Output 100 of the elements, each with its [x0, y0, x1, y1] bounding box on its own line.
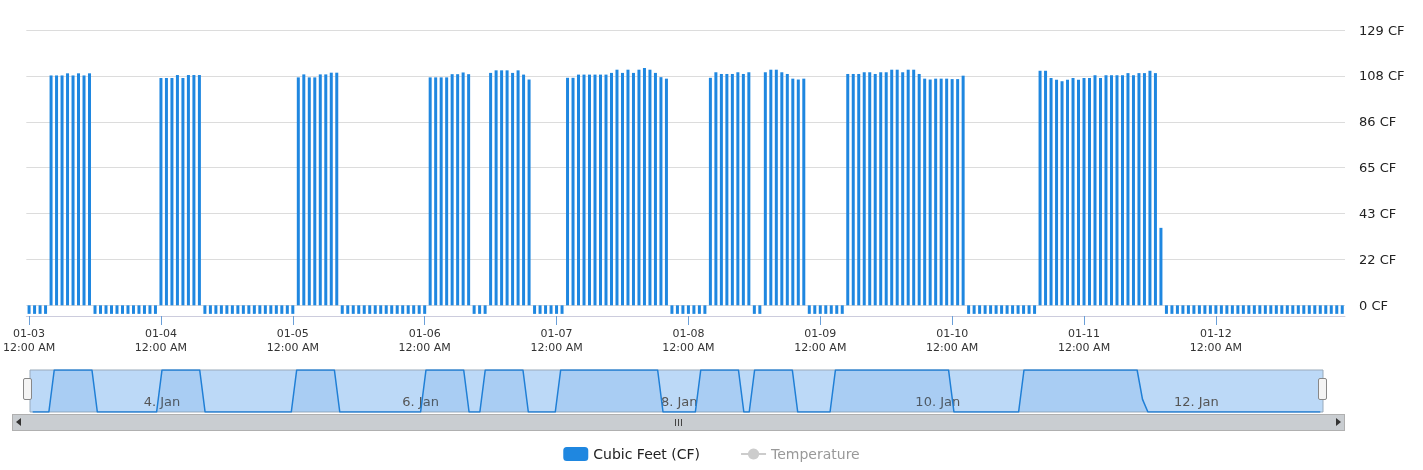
- bar: [450, 74, 454, 306]
- bar: [1203, 305, 1207, 314]
- bar: [730, 73, 734, 306]
- bar: [77, 73, 81, 306]
- bar: [55, 75, 59, 306]
- bar: [791, 78, 795, 306]
- bar: [164, 78, 168, 306]
- bar: [1153, 73, 1157, 306]
- bar: [796, 79, 800, 306]
- bar: [961, 75, 965, 306]
- bar: [291, 305, 295, 314]
- bar: [395, 305, 399, 314]
- bar: [544, 305, 548, 314]
- bar: [49, 75, 53, 306]
- bar: [813, 305, 817, 314]
- bar: [555, 305, 559, 314]
- bar: [27, 305, 31, 314]
- bar: [1011, 305, 1015, 314]
- bar: [681, 305, 685, 314]
- bar: [516, 70, 520, 306]
- bar: [917, 73, 921, 306]
- bar: [588, 74, 592, 306]
- bar: [560, 305, 564, 314]
- bar: [1148, 70, 1152, 306]
- bar: [1307, 305, 1311, 314]
- bar: [313, 77, 317, 306]
- bar: [467, 74, 471, 306]
- bar: [697, 305, 701, 314]
- bar: [203, 305, 207, 314]
- bar: [1126, 73, 1130, 306]
- bar: [950, 79, 954, 306]
- bar: [923, 78, 927, 306]
- bar: [1329, 305, 1333, 314]
- bar: [445, 77, 449, 306]
- bar: [978, 305, 982, 314]
- bar: [428, 77, 432, 306]
- bar: [181, 78, 185, 306]
- bar: [692, 305, 696, 314]
- x-tick-label: 01-11 12:00 AM: [1057, 326, 1111, 354]
- bar: [236, 305, 240, 314]
- bar: [252, 305, 256, 314]
- bar: [802, 78, 806, 306]
- bar: [846, 73, 850, 306]
- bar: [895, 69, 899, 306]
- bar: [670, 305, 674, 314]
- bar: [1274, 305, 1278, 314]
- bar: [549, 305, 553, 314]
- bar: [1049, 78, 1053, 306]
- bar: [741, 73, 745, 306]
- x-tick-label: 01-05 12:00 AM: [266, 326, 319, 354]
- bar: [318, 74, 322, 306]
- bar: [439, 77, 443, 306]
- legend-label: Cubic Feet (CF): [593, 446, 701, 462]
- bar: [379, 305, 383, 314]
- bar: [901, 72, 905, 306]
- bar: [763, 72, 767, 306]
- bar: [1104, 75, 1108, 306]
- bar: [747, 72, 751, 306]
- bar: [873, 73, 877, 306]
- bar: [197, 75, 201, 306]
- bar: [219, 305, 223, 314]
- bar: [131, 305, 135, 314]
- bar: [1324, 305, 1328, 314]
- bar: [868, 72, 872, 306]
- bar: [434, 77, 438, 306]
- bar: [505, 70, 509, 306]
- bar: [615, 69, 619, 306]
- x-tick-label: 01-12 12:00 AM: [1189, 326, 1242, 354]
- bar: [719, 73, 723, 306]
- bar: [1093, 75, 1097, 306]
- bar: [758, 305, 762, 314]
- bar: [736, 72, 740, 306]
- bar: [357, 305, 361, 314]
- bar: [912, 69, 916, 306]
- bar: [99, 305, 102, 314]
- bar: [170, 78, 174, 306]
- bar: [1055, 79, 1059, 306]
- bar: [1159, 227, 1163, 306]
- bar: [461, 72, 465, 306]
- bar: [230, 305, 234, 314]
- bar: [703, 305, 707, 314]
- bar: [109, 305, 113, 314]
- bar: [412, 305, 416, 314]
- bar: [208, 305, 212, 314]
- bar: [527, 79, 531, 306]
- bar: [1120, 75, 1124, 306]
- y-tick-label: 86 CF: [1359, 114, 1397, 130]
- bar: [1236, 305, 1240, 314]
- bar: [478, 305, 482, 314]
- bar: [489, 72, 493, 306]
- bar: [1071, 78, 1075, 306]
- bar: [642, 67, 646, 306]
- bar: [686, 305, 690, 314]
- bar: [1219, 305, 1223, 314]
- bar: [241, 305, 245, 314]
- bar: [351, 305, 355, 314]
- bar: [879, 72, 883, 306]
- bar: [225, 305, 229, 314]
- y-tick-label: 129 CF: [1359, 22, 1405, 38]
- bar: [890, 69, 894, 306]
